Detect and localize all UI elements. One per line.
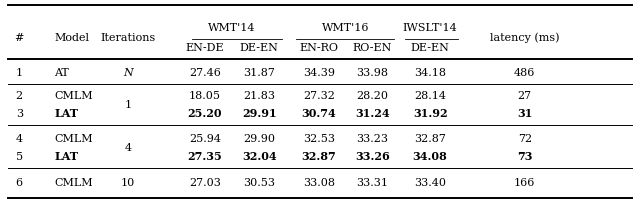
Text: 27: 27 [518,91,532,101]
Text: 1: 1 [15,67,23,77]
Text: EN-DE: EN-DE [186,43,224,53]
Text: WMT'14: WMT'14 [208,23,256,33]
Text: LAT: LAT [54,151,79,161]
Text: 4: 4 [15,133,23,143]
Text: 27.46: 27.46 [189,67,221,77]
Text: 34.18: 34.18 [414,67,446,77]
Text: 30.53: 30.53 [243,177,275,187]
Text: 33.98: 33.98 [356,67,388,77]
Text: 31.92: 31.92 [413,108,447,118]
Text: 34.08: 34.08 [413,151,447,161]
Text: DE-EN: DE-EN [240,43,278,53]
Text: IWSLT'14: IWSLT'14 [403,23,458,33]
Text: 28.20: 28.20 [356,91,388,101]
Text: 31.24: 31.24 [355,108,390,118]
Text: 3: 3 [15,108,23,118]
Text: 28.14: 28.14 [414,91,446,101]
Text: 29.90: 29.90 [243,133,275,143]
Text: 6: 6 [15,177,23,187]
Text: 72: 72 [518,133,532,143]
Text: 33.40: 33.40 [414,177,446,187]
Text: 33.23: 33.23 [356,133,388,143]
Text: 25.94: 25.94 [189,133,221,143]
Text: CMLM: CMLM [54,177,93,187]
Text: 33.31: 33.31 [356,177,388,187]
Text: 27.35: 27.35 [188,151,222,161]
Text: 27.32: 27.32 [303,91,335,101]
Text: 4: 4 [124,142,132,152]
Text: DE-EN: DE-EN [411,43,449,53]
Text: CMLM: CMLM [54,91,93,101]
Text: 5: 5 [15,151,23,161]
Text: 30.74: 30.74 [301,108,336,118]
Text: LAT: LAT [54,108,79,118]
Text: 10: 10 [121,177,135,187]
Text: 29.91: 29.91 [242,108,276,118]
Text: 1: 1 [124,100,132,109]
Text: AT: AT [54,67,69,77]
Text: latency (ms): latency (ms) [490,33,559,43]
Text: 32.87: 32.87 [301,151,336,161]
Text: 27.03: 27.03 [189,177,221,187]
Text: WMT'16: WMT'16 [322,23,369,33]
Text: 2: 2 [15,91,23,101]
Text: 32.87: 32.87 [414,133,446,143]
Text: 73: 73 [517,151,532,161]
Text: 32.53: 32.53 [303,133,335,143]
Text: 25.20: 25.20 [188,108,222,118]
Text: 31: 31 [517,108,532,118]
Text: 33.08: 33.08 [303,177,335,187]
Text: 32.04: 32.04 [242,151,276,161]
Text: Model: Model [54,33,90,43]
Text: 166: 166 [514,177,536,187]
Text: EN-RO: EN-RO [300,43,338,53]
Text: 486: 486 [514,67,536,77]
Text: 31.87: 31.87 [243,67,275,77]
Text: Iterations: Iterations [100,33,156,43]
Text: 18.05: 18.05 [189,91,221,101]
Text: CMLM: CMLM [54,133,93,143]
Text: RO-EN: RO-EN [353,43,392,53]
Text: #: # [15,33,24,43]
Text: 21.83: 21.83 [243,91,275,101]
Text: N: N [123,67,133,77]
Text: 34.39: 34.39 [303,67,335,77]
Text: 33.26: 33.26 [355,151,390,161]
